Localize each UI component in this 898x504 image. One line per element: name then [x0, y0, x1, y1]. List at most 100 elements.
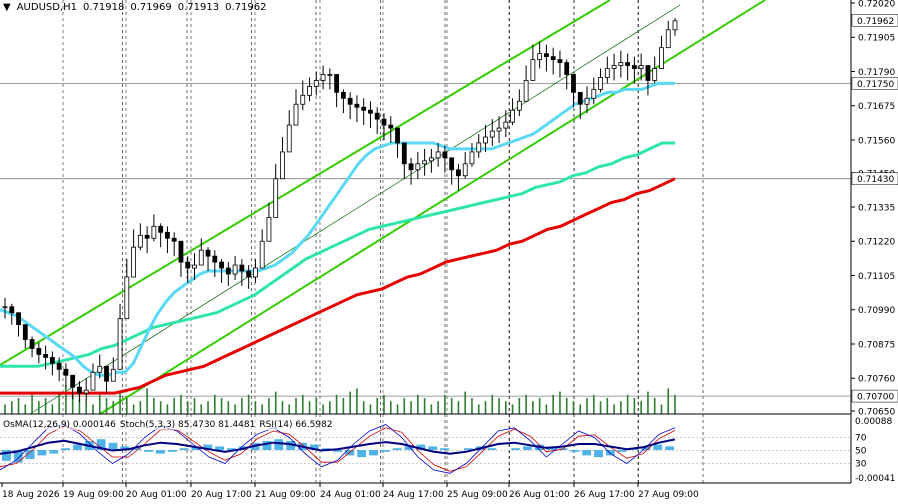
- candle-body: [198, 249, 204, 266]
- osma-histogram-bar: [191, 446, 201, 450]
- indicator-header: OsMA(12,26,9) 0.000146 Stoch(5,3,3) 85.47…: [3, 420, 337, 430]
- osma-histogram-bar: [333, 450, 343, 452]
- candle-body: [598, 77, 603, 90]
- candle-body: [374, 112, 380, 120]
- osma-histogram-bar: [617, 450, 627, 452]
- indicator-axis-label: 50: [855, 447, 867, 457]
- candle-body: [273, 178, 279, 218]
- price-level-box: [851, 172, 898, 185]
- price-tick-label: 0.71560: [858, 136, 895, 146]
- price-level-box: [851, 389, 898, 403]
- osma-histogram-bar: [653, 444, 663, 450]
- candle-body: [22, 324, 28, 340]
- osma-histogram-bar: [37, 450, 47, 456]
- osma-histogram-bar: [605, 450, 615, 456]
- osma-histogram-bar: [463, 448, 473, 450]
- candle-body: [178, 240, 184, 263]
- time-tick-label: 26 Aug 01:00: [509, 490, 570, 500]
- stoch-label: Stoch(5,3,3) 85.4730 81.4481: [119, 420, 256, 430]
- candle-body: [611, 65, 617, 69]
- osma-histogram-bar: [167, 450, 177, 452]
- osma-histogram-bar: [2, 450, 11, 461]
- candle-body: [571, 74, 576, 93]
- indicator-axis-label: 30: [855, 460, 867, 470]
- time-tick-label: 25 Aug 09:00: [447, 490, 508, 500]
- candle-body: [300, 94, 306, 105]
- symbol-header: ▼ AUDUSD,H1 0.71918 0.71969 0.71913 0.71962: [3, 2, 272, 13]
- candle-body: [171, 237, 177, 242]
- price-tick-label: 0.70760: [858, 375, 895, 385]
- rsi-label: RSI(14) 66.5982: [259, 420, 333, 430]
- osma-histogram-bar: [203, 444, 213, 450]
- osma-histogram-bar: [428, 446, 438, 450]
- candle-body: [266, 217, 272, 242]
- high-value: 0.71969: [130, 2, 172, 13]
- candle-body: [415, 163, 421, 171]
- candle-body: [483, 136, 488, 144]
- candle-body: [347, 97, 353, 105]
- time-tick-label: 21 Aug 09:00: [255, 490, 316, 500]
- candle-body: [395, 127, 400, 144]
- osma-histogram-bar: [274, 439, 284, 450]
- price-tick-label: 0.72020: [858, 0, 895, 10]
- candle-body: [381, 118, 387, 126]
- osma-histogram-bar: [25, 450, 35, 459]
- candle-body: [239, 264, 245, 272]
- time-tick-label: 20 Aug 17:00: [191, 490, 252, 500]
- candle-body: [476, 142, 482, 153]
- candle-body: [63, 368, 69, 376]
- candle-body: [70, 374, 76, 388]
- candle-body: [90, 371, 96, 391]
- ema-slow-line: [0, 177, 676, 395]
- candle-body: [124, 276, 130, 320]
- osma-histogram-bar: [144, 450, 153, 452]
- candle-body: [638, 65, 644, 69]
- indicator-axis-label: -0.00041: [855, 474, 895, 484]
- price-level-label: 0.70700: [857, 393, 894, 403]
- candle-body: [659, 47, 664, 69]
- osma-histogram-bar: [120, 446, 130, 450]
- price-tick-label: 0.71220: [858, 238, 895, 248]
- candle-body: [523, 80, 529, 102]
- candle-body: [496, 127, 502, 132]
- price-level-box: [851, 77, 898, 90]
- osma-histogram-bar: [570, 450, 580, 452]
- osma-histogram-bar: [227, 448, 236, 450]
- candle-body: [192, 264, 197, 269]
- candle-body: [449, 157, 455, 171]
- candle-body: [388, 124, 394, 129]
- time-tick-label: 27 Aug 09:00: [638, 490, 699, 500]
- time-tick-label: 24 Aug 01:00: [320, 490, 381, 500]
- price-tick-label: 0.70650: [858, 408, 895, 418]
- candle-body: [29, 339, 35, 349]
- candle-body: [97, 365, 103, 373]
- price-level-box: [851, 14, 898, 27]
- time-tick-label: 26 Aug 17:00: [574, 490, 635, 500]
- candle-body: [530, 59, 536, 81]
- candle-body: [462, 163, 468, 177]
- candle-body: [368, 109, 373, 114]
- symbol-dropdown-icon[interactable]: ▼: [3, 2, 11, 13]
- osma-histogram-bar: [96, 439, 106, 450]
- price-level-label: 0.71430: [857, 175, 894, 185]
- osma-histogram-bar: [215, 446, 224, 450]
- candle-body: [232, 264, 238, 275]
- candle-body: [313, 80, 319, 87]
- candle-body: [320, 74, 326, 81]
- osma-histogram-bar: [641, 446, 651, 450]
- rsi-line: [0, 438, 676, 455]
- candle-body: [205, 249, 211, 257]
- stoch-signal-line: [0, 425, 676, 472]
- candle-body: [510, 109, 515, 123]
- osma-histogram-bar: [523, 446, 532, 450]
- candle-body: [280, 151, 285, 180]
- symbol-label: AUDUSD,H1: [16, 2, 77, 13]
- osma-histogram-bar: [369, 450, 378, 456]
- candle-body: [408, 163, 414, 171]
- osma-histogram-bar: [179, 448, 189, 450]
- osma-label: OsMA(12,26,9) 0.000146: [3, 420, 116, 430]
- candle-body: [544, 53, 549, 58]
- candle-body: [165, 231, 170, 239]
- candle-body: [340, 91, 346, 99]
